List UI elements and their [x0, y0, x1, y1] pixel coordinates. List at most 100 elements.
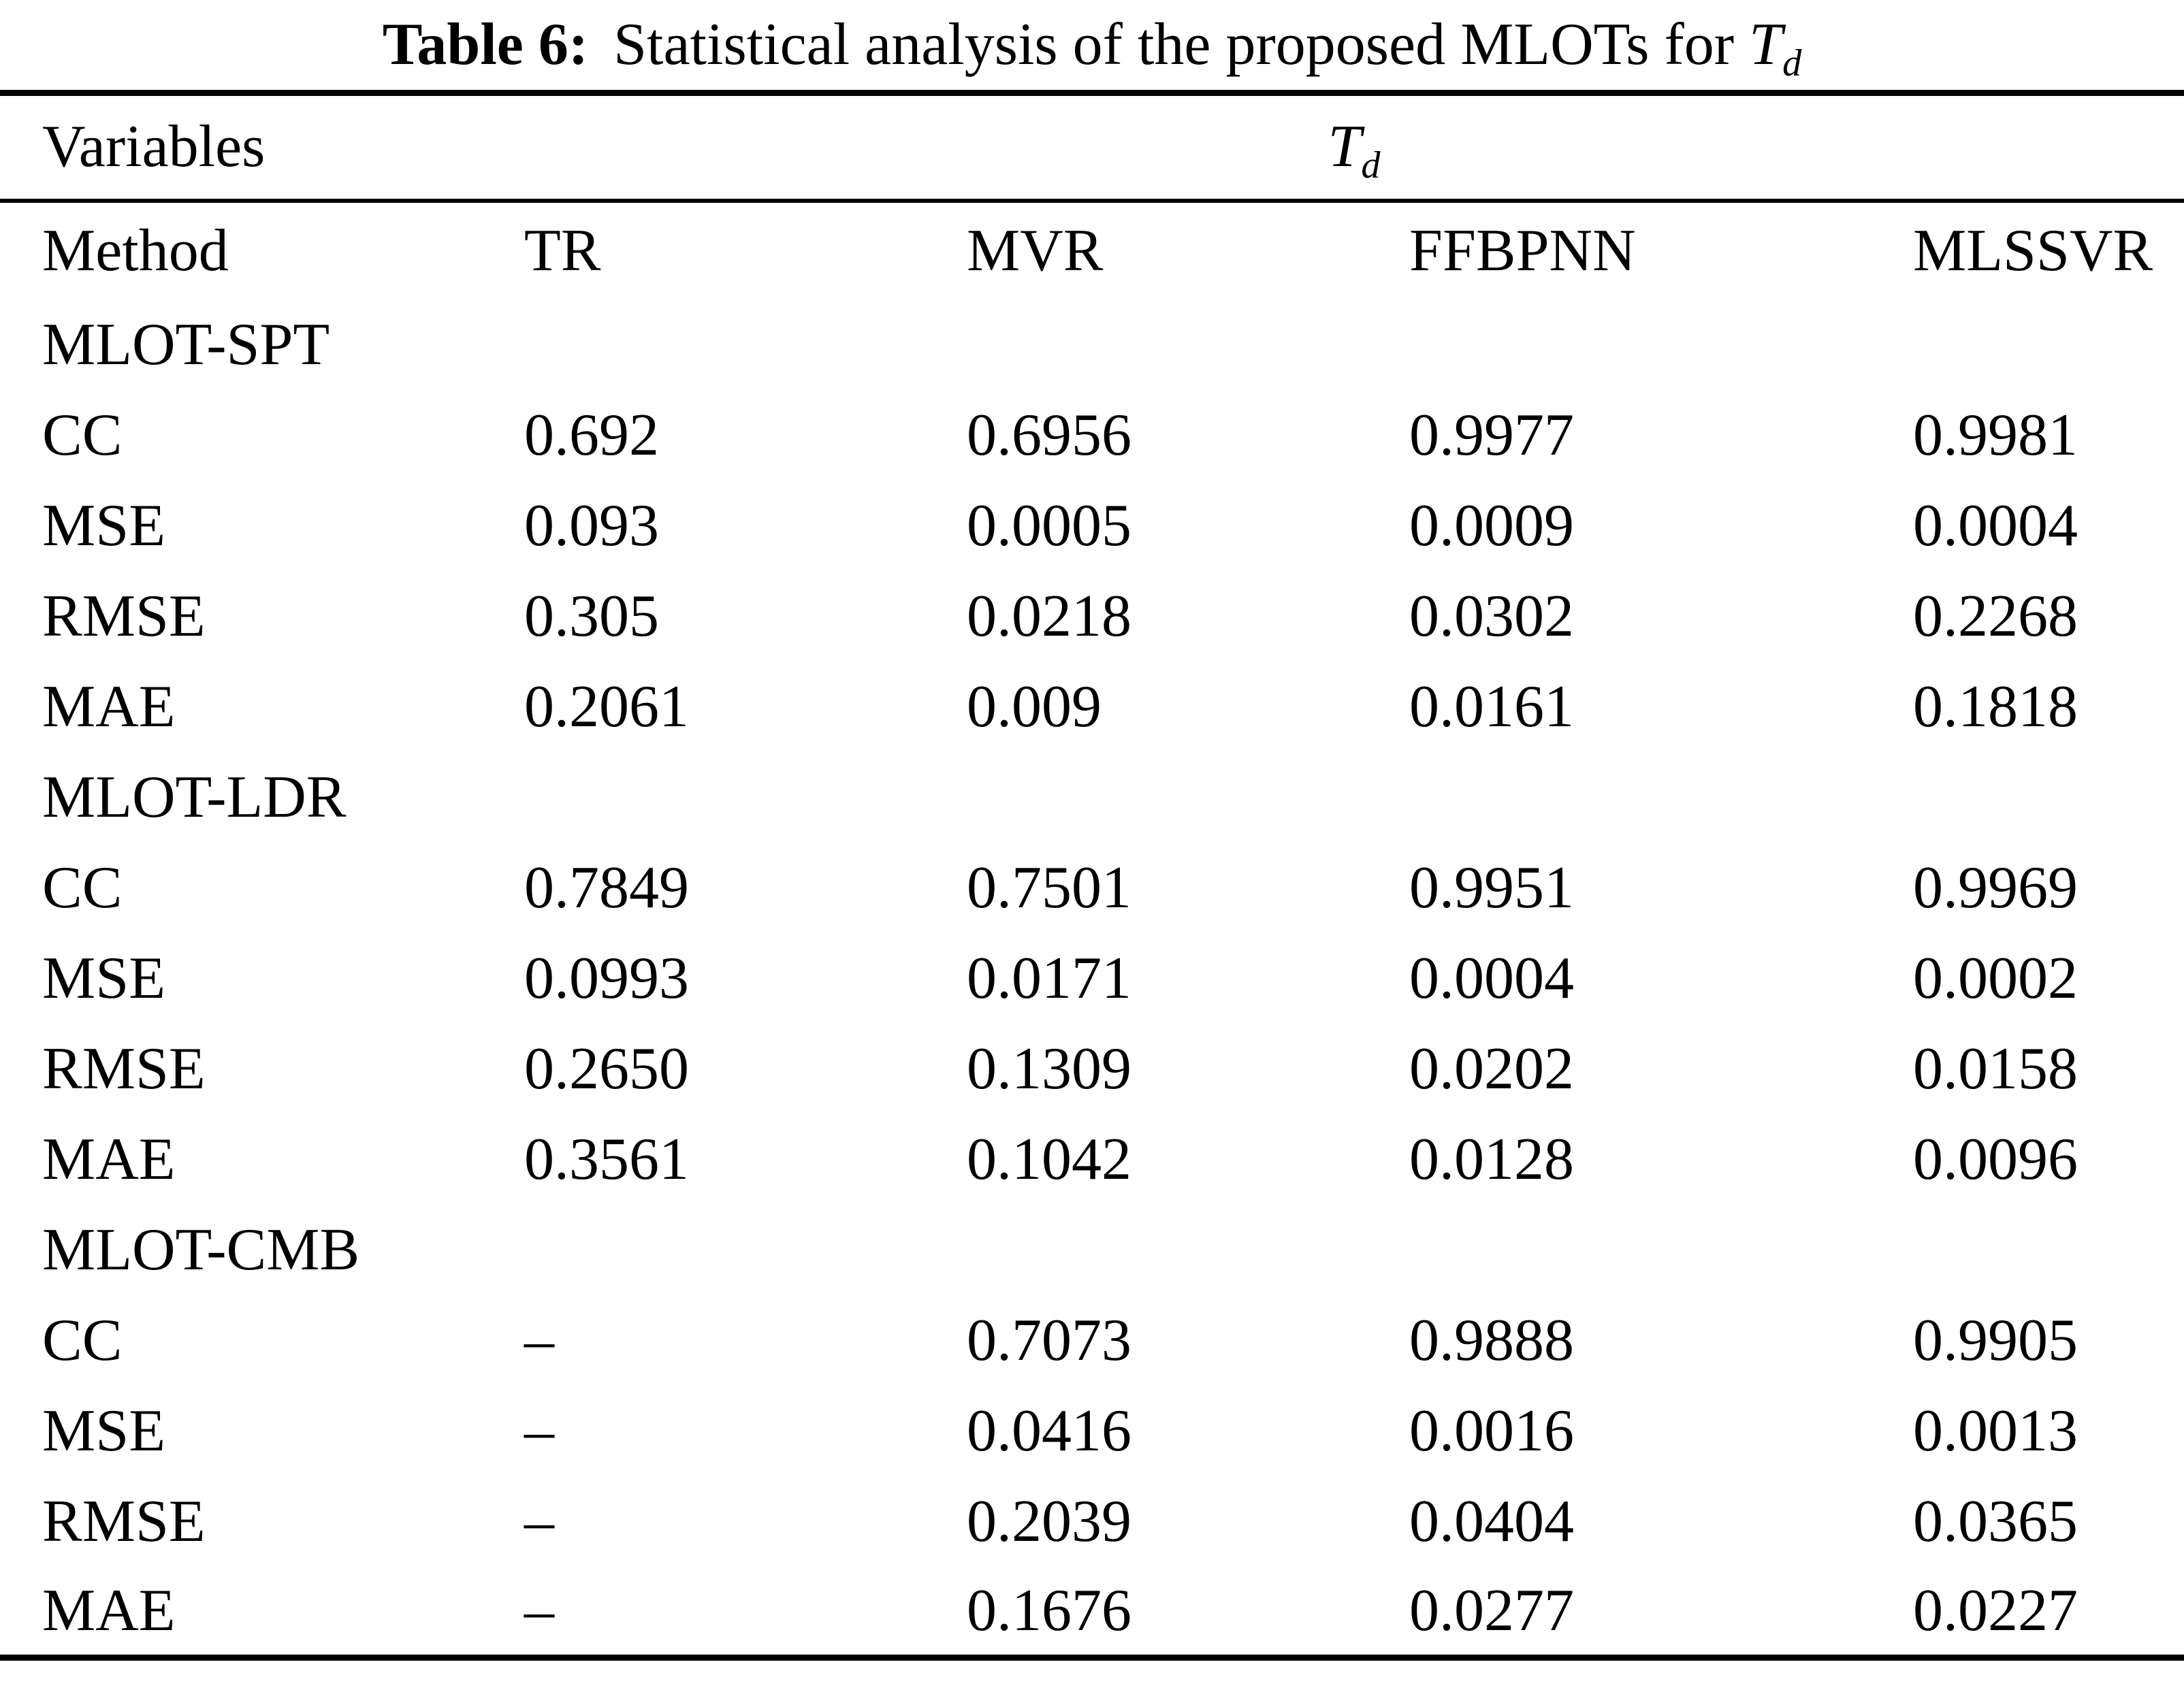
- metric-row: MAE – 0.1676 0.0277 0.0227: [0, 1567, 2184, 1658]
- row-label-cell: MLOT-LDR: [42, 764, 347, 830]
- metric-row: CC 0.692 0.6956 0.9977 0.9981: [0, 391, 2184, 481]
- value-cell: 0.0227: [1913, 1577, 2078, 1644]
- metric-row: RMSE – 0.2039 0.0404 0.0365: [0, 1477, 2184, 1567]
- value-cell: [1913, 1205, 2184, 1296]
- table-head: Variables Td: [0, 93, 2184, 201]
- value-cell: 0.3561: [524, 1126, 689, 1192]
- variables-label: Variables: [42, 114, 266, 180]
- value-cell: 0.0013: [1913, 1398, 2078, 1464]
- metric-row: MAE 0.2061 0.009 0.0161 0.1818: [0, 662, 2184, 753]
- row-label-cell: CC: [42, 402, 123, 468]
- variable-subscript: d: [1361, 144, 1381, 187]
- row-label-cell: MLOT-CMB: [42, 1217, 360, 1283]
- value-cell: 0.1676: [967, 1577, 1131, 1644]
- value-cell: 0.0171: [967, 945, 1131, 1011]
- table-caption: Table 6: Statistical analysis of the pro…: [0, 0, 2184, 90]
- row-label-cell: MAE: [42, 674, 176, 740]
- row-label-cell: CC: [42, 1307, 123, 1373]
- metric-row: MSE – 0.0416 0.0016 0.0013: [0, 1386, 2184, 1477]
- value-cell: [524, 1205, 967, 1296]
- metric-row: RMSE 0.305 0.0218 0.0302 0.2268: [0, 572, 2184, 662]
- row-label-cell: RMSE: [42, 583, 206, 649]
- value-cell: 0.305: [524, 583, 659, 649]
- value-cell: MLSSVR: [1913, 218, 2153, 284]
- value-cell: 0.6956: [967, 402, 1131, 468]
- row-label-cell: MSE: [42, 945, 165, 1011]
- value-cell: TR: [524, 218, 601, 284]
- variables-header-row: Variables Td: [0, 93, 2184, 201]
- value-cell: [967, 1205, 1409, 1296]
- value-cell: 0.9888: [1409, 1307, 1574, 1373]
- value-cell: [1913, 300, 2184, 391]
- row-label-cell: MSE: [42, 1398, 165, 1464]
- section-header-row: MLOT-LDR: [0, 753, 2184, 843]
- target-variable-cell: Td: [524, 93, 2184, 201]
- value-cell: 0.009: [967, 674, 1102, 740]
- statistics-table: Variables Td Method TR MVR FFBPNN MLSSVR MLOT…: [0, 90, 2184, 1661]
- value-cell: 0.0005: [967, 493, 1131, 559]
- value-cell: 0.0128: [1409, 1126, 1574, 1192]
- value-cell: 0.0302: [1409, 583, 1574, 649]
- value-cell: 0.9905: [1913, 1307, 2078, 1373]
- value-cell: 0.0416: [967, 1398, 1131, 1464]
- variable-subscript: d: [1782, 42, 1802, 84]
- value-cell: 0.0004: [1913, 493, 2078, 559]
- value-cell: –: [524, 1577, 554, 1644]
- value-cell: 0.0009: [1409, 493, 1574, 559]
- value-cell: 0.0158: [1913, 1036, 2078, 1102]
- value-cell: MVR: [967, 218, 1104, 284]
- value-cell: [1913, 753, 2184, 843]
- row-label-cell: RMSE: [42, 1036, 206, 1102]
- metric-row: MSE 0.0993 0.0171 0.0004 0.0002: [0, 934, 2184, 1024]
- variable-symbol: T: [1328, 114, 1362, 180]
- value-cell: 0.9969: [1913, 855, 2078, 921]
- value-cell: 0.0002: [1913, 945, 2078, 1011]
- metric-row: MSE 0.093 0.0005 0.0009 0.0004: [0, 481, 2184, 572]
- value-cell: FFBPNN: [1409, 218, 1636, 284]
- value-cell: 0.0202: [1409, 1036, 1574, 1102]
- value-cell: 0.7849: [524, 855, 689, 921]
- row-label-cell: MAE: [42, 1577, 176, 1644]
- value-cell: 0.0404: [1409, 1488, 1574, 1555]
- value-cell: –: [524, 1307, 554, 1373]
- row-label-cell: MSE: [42, 493, 165, 559]
- value-cell: 0.0161: [1409, 674, 1574, 740]
- row-label-cell: MAE: [42, 1126, 176, 1192]
- value-cell: 0.093: [524, 493, 659, 559]
- section-header-row: MLOT-CMB: [0, 1205, 2184, 1296]
- metric-row: MAE 0.3561 0.1042 0.0128 0.0096: [0, 1115, 2184, 1205]
- value-cell: 0.9981: [1913, 402, 2078, 468]
- value-cell: [967, 300, 1409, 391]
- row-label-cell: RMSE: [42, 1488, 206, 1555]
- metric-row: CC – 0.7073 0.9888 0.9905: [0, 1296, 2184, 1386]
- row-label-cell: Method: [42, 218, 229, 284]
- value-cell: 0.0096: [1913, 1126, 2078, 1192]
- row-label-cell: MLOT-SPT: [42, 312, 330, 378]
- value-cell: 0.0277: [1409, 1577, 1574, 1644]
- value-cell: 0.0993: [524, 945, 689, 1011]
- column-header-row: Method TR MVR FFBPNN MLSSVR: [0, 201, 2184, 300]
- metric-row: RMSE 0.2650 0.1309 0.0202 0.0158: [0, 1024, 2184, 1115]
- table-caption-number: Table 6:: [382, 12, 589, 78]
- value-cell: 0.2268: [1913, 583, 2078, 649]
- value-cell: 0.0004: [1409, 945, 1574, 1011]
- value-cell: 0.1818: [1913, 674, 2078, 740]
- value-cell: [967, 753, 1409, 843]
- row-label-cell: CC: [42, 855, 123, 921]
- table-caption-text: Statistical analysis of the proposed MLO…: [613, 12, 1735, 78]
- value-cell: [524, 300, 967, 391]
- target-variable: Td: [1328, 114, 1380, 185]
- table-body: Method TR MVR FFBPNN MLSSVR MLOT-SPT CC 0.692 0.…: [0, 201, 2184, 1658]
- value-cell: 0.7501: [967, 855, 1131, 921]
- value-cell: [1409, 753, 1913, 843]
- value-cell: 0.2650: [524, 1036, 689, 1102]
- value-cell: 0.0218: [967, 583, 1131, 649]
- value-cell: –: [524, 1488, 554, 1555]
- value-cell: 0.0016: [1409, 1398, 1574, 1464]
- value-cell: 0.9977: [1409, 402, 1574, 468]
- table-caption-variable: Td: [1749, 15, 1801, 83]
- value-cell: 0.2039: [967, 1488, 1131, 1555]
- value-cell: –: [524, 1398, 554, 1464]
- value-cell: [1409, 1205, 1913, 1296]
- value-cell: 0.0365: [1913, 1488, 2078, 1555]
